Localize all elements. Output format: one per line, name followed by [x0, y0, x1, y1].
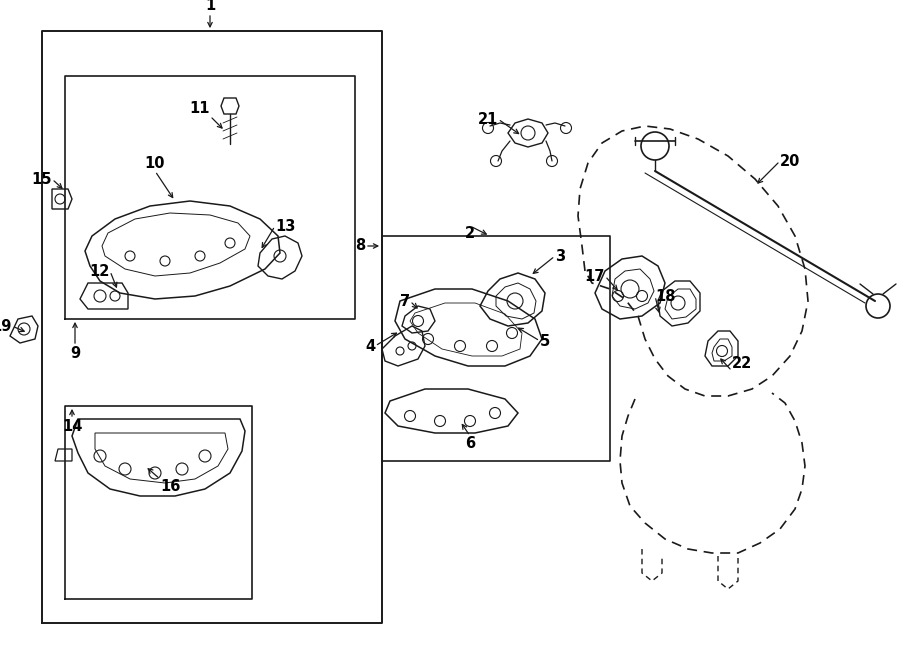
- Text: 1: 1: [205, 0, 215, 13]
- Text: 16: 16: [160, 479, 180, 494]
- Text: 12: 12: [90, 264, 110, 278]
- Text: 6: 6: [465, 436, 475, 451]
- Text: 10: 10: [145, 156, 166, 171]
- Text: 13: 13: [275, 219, 295, 233]
- Text: 11: 11: [190, 101, 210, 116]
- Text: 7: 7: [400, 293, 410, 309]
- Text: 17: 17: [585, 268, 605, 284]
- Text: 18: 18: [655, 288, 676, 303]
- Text: 22: 22: [732, 356, 752, 371]
- Text: 20: 20: [780, 153, 800, 169]
- Text: 15: 15: [32, 171, 52, 186]
- Text: 19: 19: [0, 319, 12, 334]
- Text: 2: 2: [465, 226, 475, 241]
- Text: 14: 14: [62, 419, 82, 434]
- Text: 4: 4: [364, 338, 375, 354]
- Text: 5: 5: [540, 334, 550, 348]
- Text: 8: 8: [355, 239, 365, 254]
- Text: 9: 9: [70, 346, 80, 361]
- Text: 3: 3: [555, 249, 565, 264]
- Text: 21: 21: [478, 112, 498, 126]
